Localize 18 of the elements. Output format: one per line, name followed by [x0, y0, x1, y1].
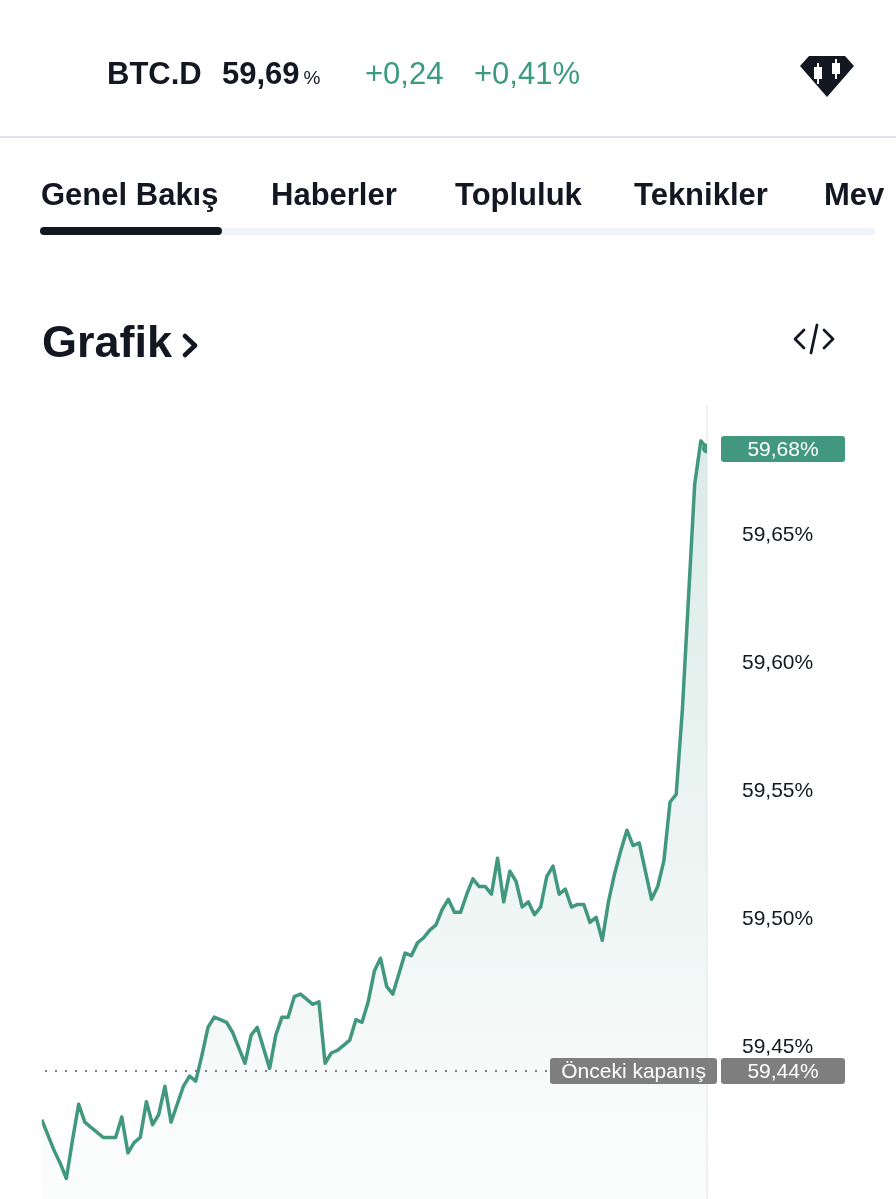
chart-title: Grafik	[42, 315, 173, 367]
text: 59,44%	[721, 1057, 845, 1084]
text: Teknikler	[634, 176, 768, 212]
y-tick-label: 59,45%	[742, 1033, 814, 1057]
text: BTC.D	[107, 55, 202, 91]
text: +0,41%	[474, 55, 581, 91]
y-tick-label: 59,65%	[742, 521, 814, 545]
y-tick-label: 59,55%	[742, 777, 814, 801]
y-tick-label: 59,60%	[742, 649, 814, 673]
ref-line-label: Önceki kapanış	[550, 1057, 717, 1084]
text: Topluluk	[455, 176, 582, 212]
text: 59,68%	[721, 435, 845, 462]
y-tick-label: 59,50%	[742, 905, 814, 929]
text: Genel Bakış	[41, 176, 219, 212]
text: Mev	[824, 176, 885, 212]
text: 59,69%	[222, 55, 321, 91]
text: Haberler	[271, 176, 397, 212]
text: +0,24	[365, 55, 444, 91]
